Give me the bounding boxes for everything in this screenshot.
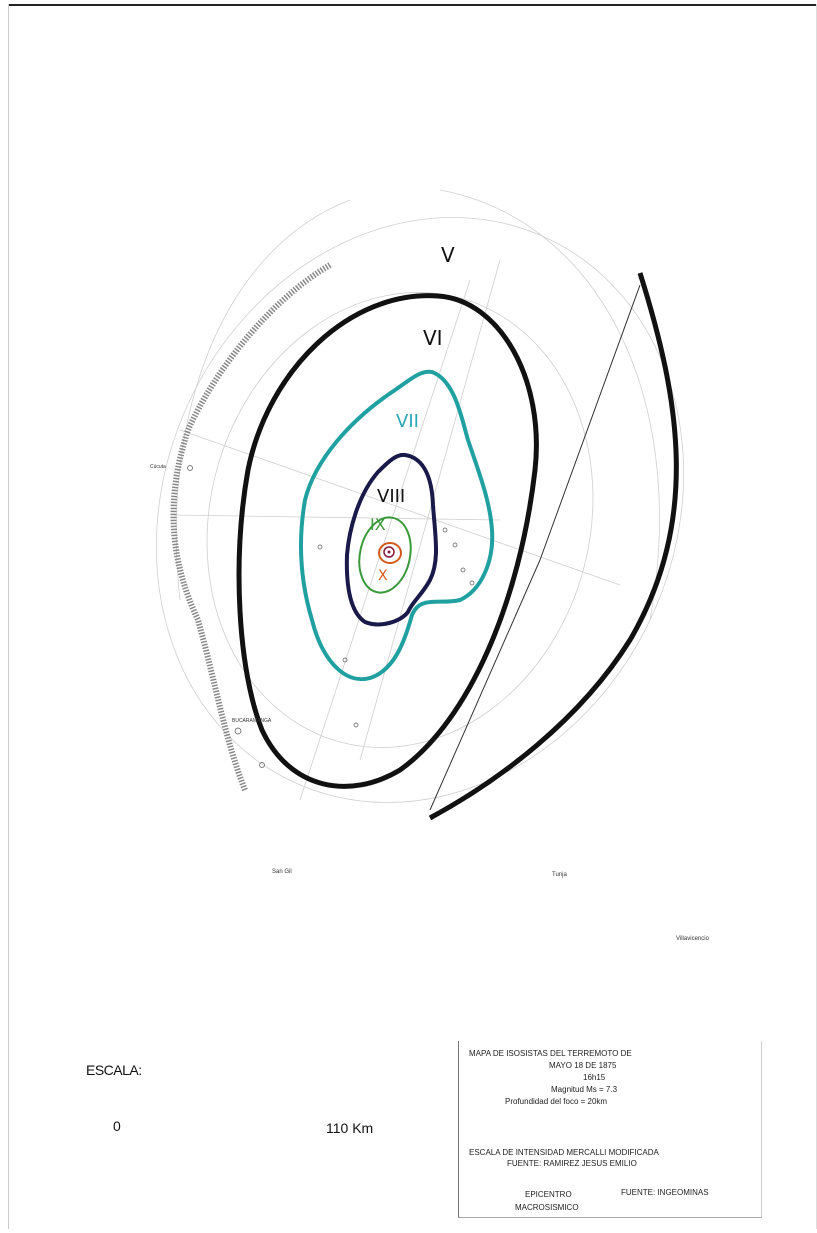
scale-title: ESCALA: <box>86 1062 142 1078</box>
isoseismal-vii <box>299 369 495 682</box>
zone-label-v: V <box>441 243 455 267</box>
place-label-tunja: Tunja <box>552 872 567 878</box>
legend-title: MAPA DE ISOSISTAS DEL TERREMOTO DE <box>469 1049 632 1058</box>
fault-line-1 <box>539 284 641 561</box>
isoseismal-x <box>378 542 402 564</box>
zone-label-ix: IX <box>370 515 386 534</box>
legend-time: 16h15 <box>583 1073 606 1082</box>
isoseismal-v <box>428 272 679 821</box>
zone-label-vi: VI <box>423 326 443 350</box>
zone-label-vii: VII <box>396 411 419 432</box>
zone-label-x: X <box>378 568 388 584</box>
scale-zero-label: 0 <box>113 1118 121 1134</box>
isoseismal-viii <box>344 452 439 627</box>
place-label-san-gil: San Gil <box>272 869 292 875</box>
legend-intensity-scale: ESCALA DE INTENSIDAD MERCALLI MODIFICADA <box>469 1148 659 1157</box>
legend-epicenter-2: MACROSISMICO <box>515 1203 579 1212</box>
zone-label-viii: VIII <box>377 486 405 507</box>
boundary-hatched-line <box>170 262 332 792</box>
epicenter-dot <box>387 550 391 554</box>
legend-date: MAYO 18 DE 1875 <box>549 1061 617 1070</box>
town-markers <box>187 465 475 768</box>
scale-max-label: 110 Km <box>326 1120 374 1136</box>
epicenter-marker <box>383 546 395 558</box>
top-border <box>8 4 817 6</box>
legend-source-1: FUENTE: RAMIREZ JESUS EMILIO <box>507 1159 637 1168</box>
place-label-villavicencio: Villavicencio <box>676 936 709 942</box>
isoseismal-vi <box>236 293 539 789</box>
left-border <box>8 4 9 1229</box>
town-label-cucuta: Cúcuta <box>150 464 166 470</box>
reference-lines <box>155 189 685 803</box>
legend-epicenter-1: EPICENTRO <box>525 1190 572 1199</box>
legend-box: MAPA DE ISOSISTAS DEL TERREMOTO DE MAYO … <box>458 1041 762 1218</box>
fault-line-2 <box>429 559 541 811</box>
legend-source-2: FUENTE: INGEOMINAS <box>621 1188 709 1197</box>
isoseismal-ix <box>358 516 412 594</box>
legend-depth: Profundidad del foco = 20km <box>505 1097 608 1106</box>
legend-magnitude: Magnitud Ms = 7.3 <box>551 1085 618 1094</box>
town-label-bucaramanga: BUCARAMANGA <box>232 718 272 724</box>
isoseismal-map: V VI VII VIII IX X Cúcuta BUCARAMANGA <box>150 189 685 821</box>
